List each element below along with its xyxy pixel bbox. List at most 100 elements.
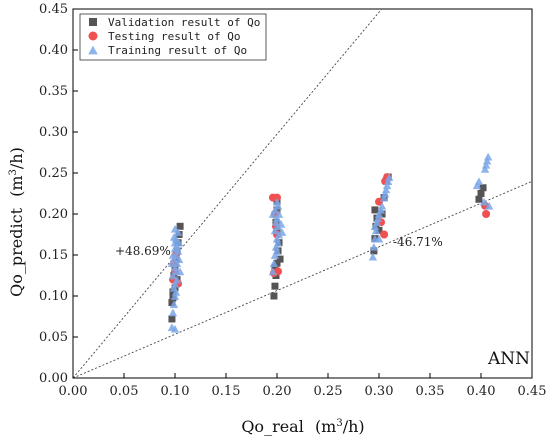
series-triangle <box>167 152 494 333</box>
data-point <box>479 197 489 206</box>
x-tick-label: 0.15 <box>212 384 241 399</box>
y-tick-label: 0.15 <box>39 248 68 263</box>
data-point <box>169 288 177 296</box>
x-tick-label: 0.45 <box>518 384 547 399</box>
lower-bound-label: -46.71% <box>393 235 443 249</box>
data-point <box>369 242 379 251</box>
data-point <box>270 292 278 300</box>
data-point <box>271 242 281 251</box>
reference-line-lower <box>73 180 532 378</box>
data-point <box>380 189 390 198</box>
y-tick-label: 0.30 <box>39 125 68 140</box>
data-point <box>474 177 484 186</box>
data-point <box>370 222 380 231</box>
data-point <box>167 259 177 268</box>
x-axis-title: Qo_real (m3/h) <box>241 417 364 436</box>
data-point <box>168 308 178 317</box>
x-tick-label: 0.40 <box>467 384 496 399</box>
data-point <box>170 224 180 233</box>
y-axis-unit: (m3/h) <box>7 147 26 197</box>
x-tick-label: 0.20 <box>263 384 292 399</box>
data-point <box>378 210 386 218</box>
data-point <box>475 195 483 203</box>
data-point <box>168 271 178 280</box>
x-tick-label: 0.10 <box>161 384 190 399</box>
data-point <box>373 214 383 222</box>
axes: 0.00 0.05 0.10 0.15 0.20 0.25 0.30 0.35 0.40 0.45… <box>39 2 546 399</box>
data-point <box>272 234 282 243</box>
data-point <box>374 210 384 218</box>
data-point <box>274 210 284 218</box>
data-point <box>382 181 392 190</box>
x-tick-label: 0.35 <box>416 384 445 399</box>
data-point <box>270 226 280 235</box>
data-point <box>175 267 185 276</box>
y-tick-label: 0.20 <box>39 207 68 222</box>
plot-area: 0.00 0.05 0.10 0.15 0.20 0.25 0.30 0.35 0.40 0.45… <box>39 2 546 399</box>
legend-label: Validation result of Qo <box>108 16 260 29</box>
data-point <box>370 247 378 255</box>
y-tick-label: 0.05 <box>39 330 68 345</box>
plot-frame <box>72 8 533 379</box>
data-points <box>167 152 494 333</box>
data-point <box>176 222 184 230</box>
legend-marker <box>88 45 98 55</box>
data-point <box>380 230 389 239</box>
x-tick-label: 0.00 <box>59 384 88 399</box>
data-point <box>276 255 284 263</box>
data-point <box>480 165 490 173</box>
y-tick-label: 0.00 <box>39 371 68 386</box>
data-point <box>170 238 180 247</box>
data-point <box>375 226 383 234</box>
data-point <box>381 185 391 194</box>
data-point <box>270 251 280 259</box>
data-point <box>273 193 281 202</box>
data-point <box>170 292 180 300</box>
data-point <box>477 190 485 197</box>
data-point <box>271 263 279 271</box>
x-tick-label: 0.25 <box>314 384 343 399</box>
data-point <box>483 152 493 161</box>
legend-box <box>79 13 267 61</box>
y-axis-title: Qo_predict (m3/h) <box>7 147 26 297</box>
data-point <box>268 210 278 218</box>
data-point <box>170 324 180 333</box>
x-axis-label: Qo_real <box>241 417 304 436</box>
data-point <box>169 283 179 292</box>
data-point <box>272 214 282 222</box>
y-tick-label: 0.25 <box>39 166 68 181</box>
data-point <box>472 181 482 190</box>
y-axis-label: Qo_predict <box>7 207 26 296</box>
data-point <box>268 267 278 276</box>
data-point <box>481 160 491 169</box>
model-label: ANN <box>487 349 530 369</box>
data-point <box>277 228 287 236</box>
data-point <box>273 238 283 247</box>
data-point <box>371 226 381 235</box>
data-point <box>168 315 176 323</box>
reference-lines <box>73 9 532 378</box>
x-tick-label: 0.30 <box>365 384 394 399</box>
data-point <box>368 252 378 261</box>
data-point <box>174 255 184 263</box>
data-point <box>171 288 181 296</box>
data-point <box>482 156 492 165</box>
data-point <box>385 173 394 181</box>
legend-marker <box>89 18 97 26</box>
data-point <box>273 201 283 210</box>
y-tick-label: 0.10 <box>39 289 68 304</box>
data-point <box>269 259 279 268</box>
data-point <box>168 251 178 259</box>
data-point <box>482 210 491 218</box>
data-point <box>172 242 182 251</box>
data-point <box>271 282 279 290</box>
data-point <box>169 300 179 309</box>
data-point <box>272 247 282 255</box>
data-point <box>276 219 286 228</box>
y-tick-label: 0.40 <box>39 43 68 58</box>
data-point <box>169 233 179 241</box>
data-point <box>170 263 180 272</box>
reference-line-upper <box>73 9 383 378</box>
